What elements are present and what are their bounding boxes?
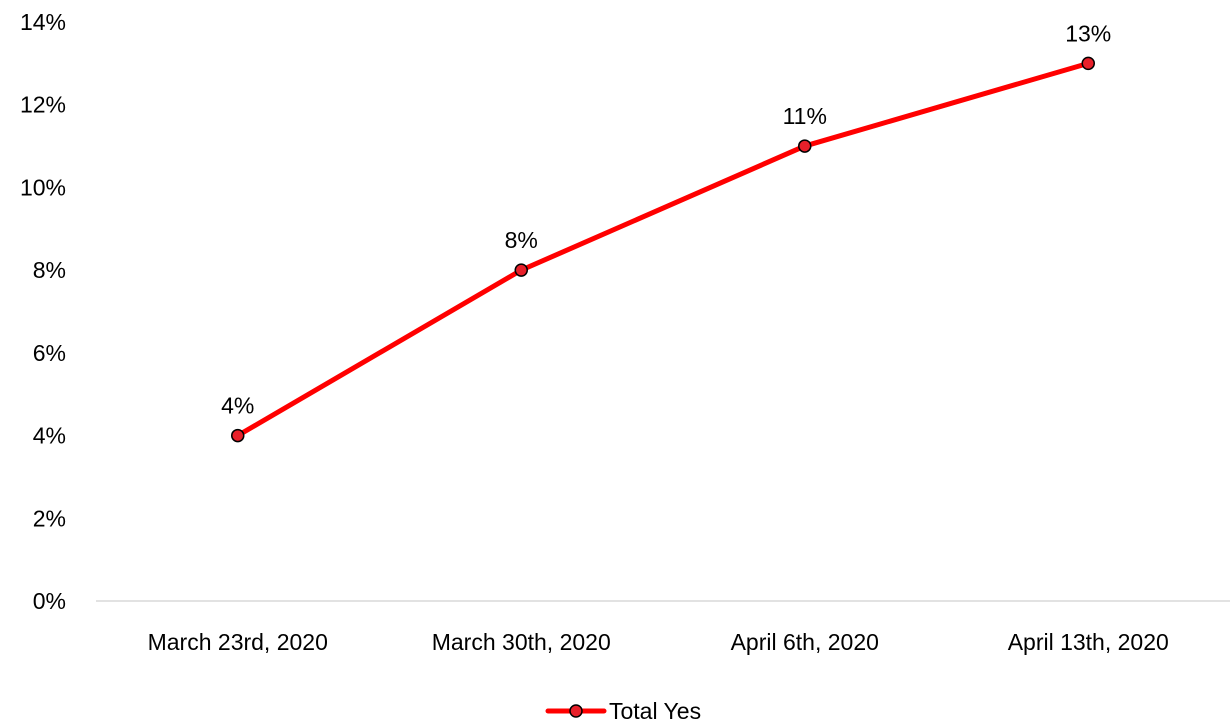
y-tick-label: 4%	[33, 423, 66, 449]
y-tick-label: 0%	[33, 588, 66, 614]
data-point-marker	[231, 428, 245, 443]
y-tick-label: 14%	[20, 9, 66, 35]
y-tick-label: 10%	[20, 174, 66, 200]
x-tick-label: March 30th, 2020	[432, 629, 611, 655]
series-line	[235, 60, 1091, 439]
legend-label: Total Yes	[609, 698, 701, 724]
y-tick-label: 2%	[33, 505, 66, 531]
data-point-marker	[798, 139, 812, 153]
data-label: 4%	[221, 393, 254, 419]
x-tick-label: March 23rd, 2020	[148, 629, 328, 655]
data-point-marker	[514, 263, 528, 277]
data-label: 11%	[783, 103, 827, 129]
data-point-marker	[1081, 56, 1095, 71]
x-tick-label: April 6th, 2020	[731, 629, 879, 655]
y-tick-label: 6%	[33, 340, 66, 366]
y-tick-label: 8%	[33, 257, 66, 283]
data-label: 8%	[505, 227, 538, 253]
y-tick-label: 12%	[20, 92, 66, 118]
data-label: 13%	[1065, 20, 1111, 46]
legend-marker-swatch	[569, 704, 583, 718]
x-tick-label: April 13th, 2020	[1008, 629, 1169, 655]
